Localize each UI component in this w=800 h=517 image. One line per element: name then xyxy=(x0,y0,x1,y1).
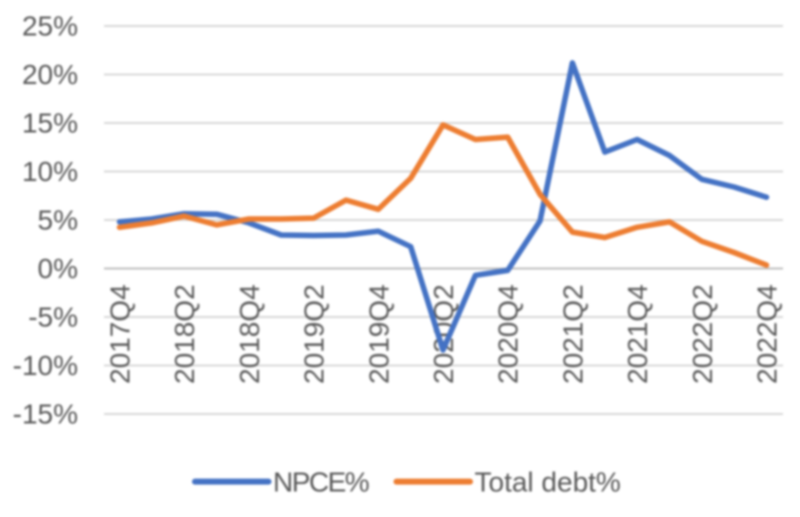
svg-text:20%: 20% xyxy=(22,59,78,90)
svg-text:-15%: -15% xyxy=(13,399,78,430)
svg-text:2021Q2: 2021Q2 xyxy=(557,284,588,384)
svg-text:2021Q4: 2021Q4 xyxy=(622,284,653,384)
svg-text:2017Q4: 2017Q4 xyxy=(105,284,136,384)
svg-text:-5%: -5% xyxy=(28,302,78,333)
svg-text:NPCE%: NPCE% xyxy=(273,467,369,498)
svg-text:2019Q4: 2019Q4 xyxy=(363,284,394,384)
svg-text:2022Q2: 2022Q2 xyxy=(687,284,718,384)
svg-text:0%: 0% xyxy=(38,253,78,284)
svg-text:2018Q4: 2018Q4 xyxy=(234,284,265,384)
svg-text:10%: 10% xyxy=(22,156,78,187)
svg-text:2019Q2: 2019Q2 xyxy=(299,284,330,384)
svg-text:2022Q4: 2022Q4 xyxy=(752,284,783,384)
svg-text:2020Q4: 2020Q4 xyxy=(493,284,524,384)
svg-text:25%: 25% xyxy=(22,11,78,42)
svg-text:-10%: -10% xyxy=(13,350,78,381)
svg-text:2018Q2: 2018Q2 xyxy=(169,284,200,384)
svg-text:2020Q2: 2020Q2 xyxy=(428,284,459,384)
svg-text:5%: 5% xyxy=(38,205,78,236)
svg-text:15%: 15% xyxy=(22,108,78,139)
svg-text:Total debt%: Total debt% xyxy=(475,467,621,498)
